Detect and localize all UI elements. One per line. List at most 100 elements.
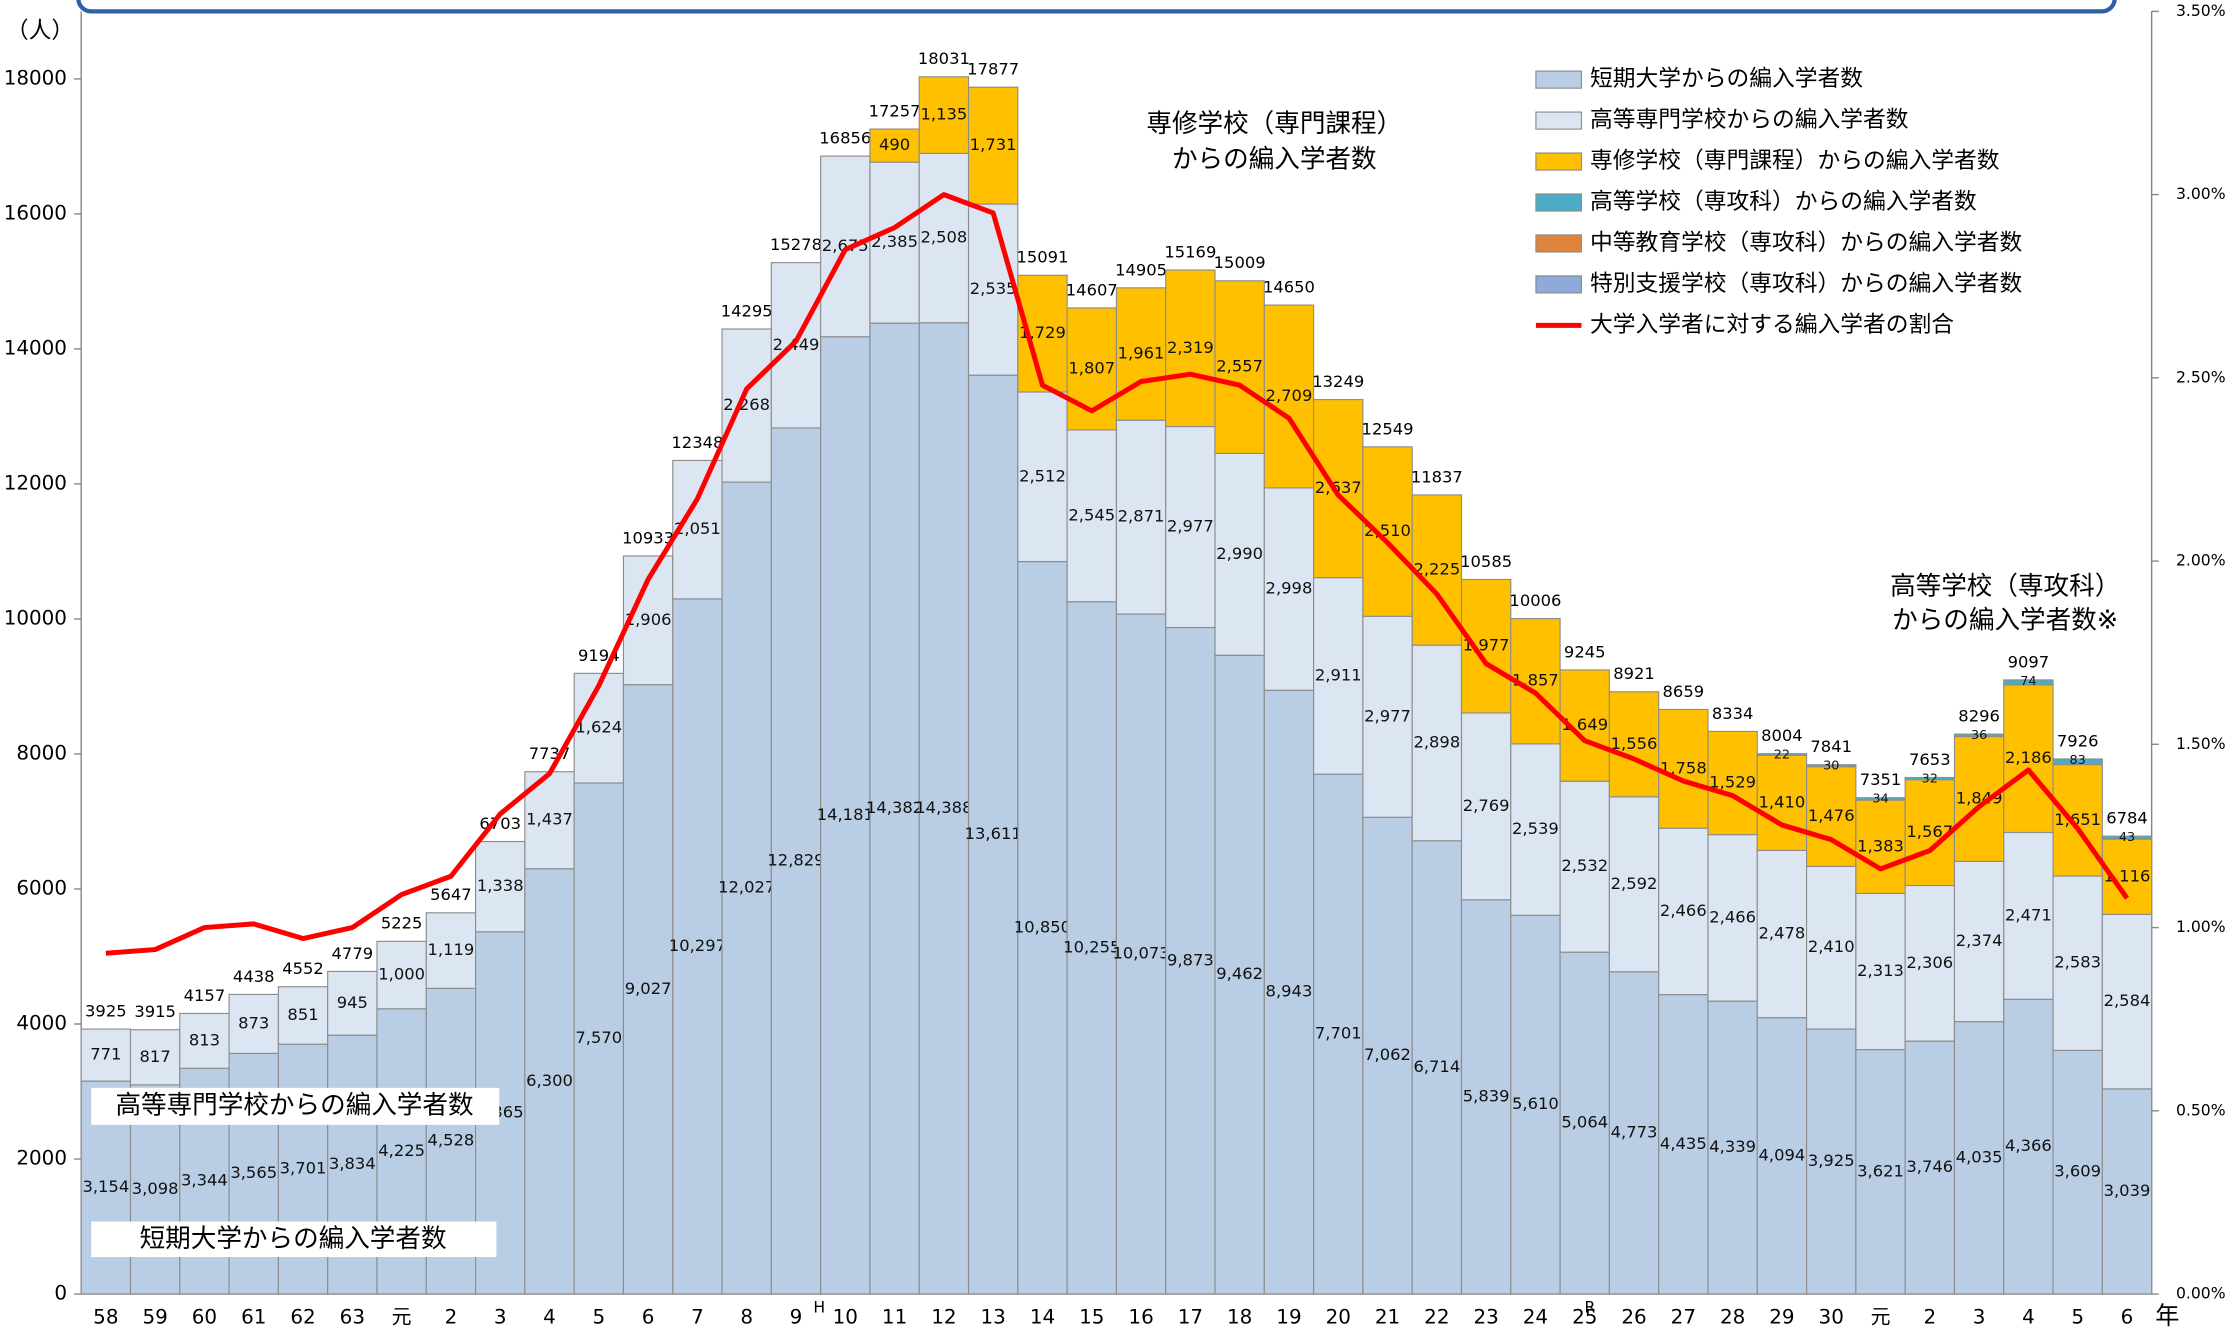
segment-label: 1,906 — [625, 610, 672, 629]
segment-label: 2,977 — [1364, 706, 1411, 725]
bar-segment — [1658, 994, 1709, 1295]
x-tick-label: 元 — [1871, 1306, 1891, 1329]
y-tick-label: 12000 — [4, 471, 67, 494]
segment-label: 34 — [1872, 792, 1888, 807]
bar-segment — [1608, 796, 1660, 973]
segment-label: 5,839 — [1463, 1086, 1510, 1105]
total-label: 7351 — [1860, 770, 1902, 789]
segment-label: 2,225 — [1413, 560, 1460, 579]
segment-label: 2,871 — [1118, 507, 1165, 526]
bar-segment — [228, 993, 279, 1054]
bar-segment — [2101, 1088, 2153, 1295]
y-tick-label: 16000 — [4, 201, 67, 224]
bar-segment — [80, 1028, 132, 1082]
total-label: 4552 — [282, 959, 324, 978]
legend-swatch — [1535, 275, 1582, 294]
bar-segment — [1904, 1040, 1956, 1295]
x-tick-label: 2 — [1923, 1306, 1936, 1329]
segment-label: 851 — [287, 1005, 318, 1024]
y-tick-label: 8000 — [16, 741, 67, 764]
bar-segment — [2003, 679, 2054, 686]
segment-label: 2,539 — [1512, 819, 1559, 838]
segment-label: 2,510 — [1364, 521, 1411, 540]
bar-segment — [524, 868, 575, 1295]
bar-segment — [573, 782, 625, 1295]
total-label: 4438 — [233, 967, 275, 986]
segment-label: 3,621 — [1857, 1161, 1904, 1180]
segment-label: 1,410 — [1759, 792, 1806, 811]
legend-label: 高等専門学校からの編入学者数 — [1590, 107, 1909, 133]
x-tick-label: 7 — [691, 1306, 704, 1329]
total-label: 14905 — [1115, 260, 1167, 279]
segment-label: 2,478 — [1759, 924, 1806, 943]
bar-segment — [869, 128, 920, 163]
bar-segment — [1460, 899, 1512, 1295]
segment-label: 1,000 — [378, 965, 425, 984]
y-tick-label: 2000 — [16, 1147, 67, 1170]
bar-segment — [1115, 613, 1167, 1295]
legend-label: 短期大学からの編入学者数 — [1590, 66, 1863, 92]
x-tick-label: 8 — [740, 1306, 753, 1329]
segment-label: 14,388 — [915, 798, 972, 817]
bar-segment — [573, 672, 625, 784]
y2-tick-label: 3.50% — [2176, 1, 2226, 20]
total-label: 10933 — [622, 528, 674, 547]
total-label: 9097 — [2008, 652, 2050, 671]
x-tick-label: 25 — [1572, 1306, 1597, 1329]
segment-label: 7,570 — [575, 1028, 622, 1047]
x-tick-label: 59 — [142, 1306, 167, 1329]
bar-segment — [475, 840, 526, 933]
bar-segment — [129, 1029, 181, 1086]
bar-segment — [1608, 971, 1660, 1295]
segment-label: 6,300 — [526, 1071, 573, 1090]
segment-label: 1,556 — [1611, 734, 1658, 753]
x-tick-label: 9 — [790, 1306, 803, 1329]
segment-label: 1,529 — [1709, 773, 1756, 792]
segment-label: 2,319 — [1167, 338, 1214, 357]
total-label: 15009 — [1214, 253, 1266, 272]
segment-label: 2,374 — [1956, 931, 2003, 950]
bar-segment — [327, 970, 378, 1036]
bar-segment — [1707, 1000, 1758, 1295]
bar-segment — [672, 598, 723, 1295]
x-tick-label: 13 — [981, 1306, 1006, 1329]
segment-label: 1,338 — [477, 876, 524, 895]
era-mark: R — [1585, 1298, 1596, 1317]
bar-segment — [1165, 425, 1216, 629]
bar-segment — [2052, 758, 2103, 766]
y2-tick-label: 0.50% — [2176, 1100, 2226, 1119]
segment-label: 3,039 — [2104, 1181, 2151, 1200]
segment-label: 10,850 — [1014, 917, 1071, 936]
segment-label: 4,094 — [1759, 1145, 1806, 1164]
x-tick-label: 5 — [592, 1306, 605, 1329]
segment-label: 3,834 — [329, 1154, 376, 1173]
total-label: 5647 — [430, 885, 472, 904]
bar-segment — [1658, 827, 1709, 996]
total-label: 7926 — [2057, 731, 2099, 750]
segment-label: 7,701 — [1315, 1024, 1362, 1043]
bar-segment — [376, 940, 427, 1010]
bar-segment — [1756, 849, 1808, 1019]
total-label: 18031 — [918, 49, 970, 68]
label-box — [91, 1087, 500, 1125]
total-label: 8334 — [1712, 704, 1754, 723]
x-tick-label: 26 — [1621, 1306, 1646, 1329]
x-tick-label: 30 — [1819, 1306, 1844, 1329]
total-label: 17877 — [967, 60, 1019, 79]
bar-segment — [1510, 914, 1561, 1295]
y-unit: （人） — [6, 18, 74, 44]
total-label: 14607 — [1066, 280, 1118, 299]
ratio-line — [105, 192, 2130, 956]
total-label: 11837 — [1411, 467, 1463, 486]
legend-swatch — [1535, 152, 1582, 171]
bar-segment — [820, 336, 871, 1295]
segment-label: 1,567 — [1906, 822, 1953, 841]
bar-segment — [179, 1012, 230, 1069]
x-tick-label: 16 — [1128, 1306, 1153, 1329]
bar-segment — [1953, 1021, 2005, 1295]
segment-label: 43 — [2119, 830, 2135, 845]
x-tick-label: 22 — [1424, 1306, 1449, 1329]
legend-label: 高等学校（専攻科）からの編入学者数 — [1590, 189, 1977, 215]
x-tick-label: 29 — [1769, 1306, 1794, 1329]
x-tick-label: 23 — [1473, 1306, 1498, 1329]
